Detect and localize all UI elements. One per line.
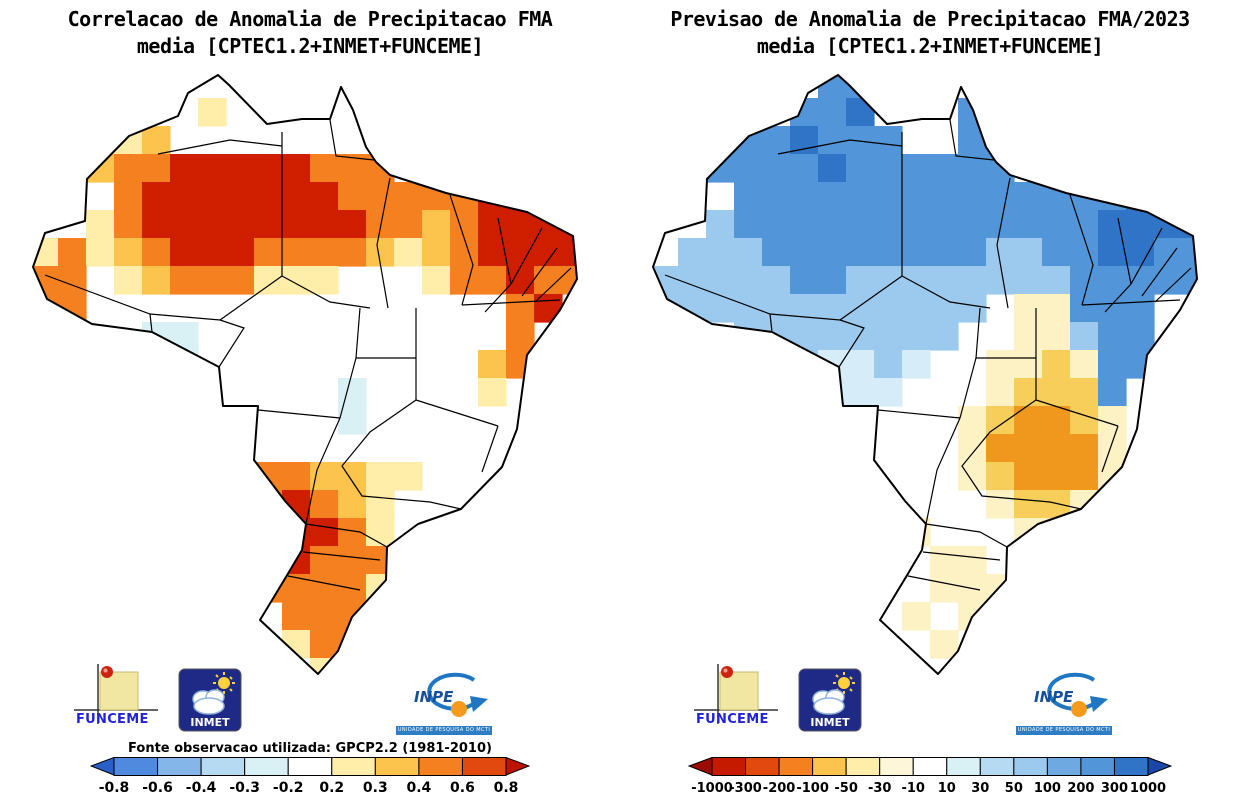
inpe-label: INPE xyxy=(414,688,454,706)
svg-text:-300: -300 xyxy=(729,781,762,796)
inpe-banner-text: UNIDADE DE PESQUISA DO MCTI xyxy=(1016,726,1112,735)
title-line2: media [CPTEC1.2+INMET+FUNCEME] xyxy=(756,34,1104,58)
state-borders xyxy=(44,119,572,591)
colorbar-tick-labels: -0.8 -0.6 -0.4 -0.3 -0.2 0.2 0.3 0.4 0.6 0.8 xyxy=(99,780,519,796)
inmet-label: INMET xyxy=(190,716,230,729)
svg-text:0.6: 0.6 xyxy=(450,780,475,796)
svg-text:-30: -30 xyxy=(868,781,892,796)
colorbar-tick-labels: -1000-300 -200 -100 -50 -30 -10 10 30 50 100 200 30… xyxy=(691,781,1166,796)
svg-text:-1000: -1000 xyxy=(691,781,733,796)
title-line1: Correlacao de Anomalia de Precipitacao F… xyxy=(67,7,553,31)
state-borders xyxy=(664,119,1192,591)
svg-text:0.8: 0.8 xyxy=(494,780,519,796)
inpe-banner-text: UNIDADE DE PESQUISA DO MCTI xyxy=(396,726,492,735)
svg-text:-0.8: -0.8 xyxy=(99,780,130,796)
orbit-arrowhead-icon xyxy=(1090,696,1108,712)
svg-text:0.2: 0.2 xyxy=(319,780,344,796)
panel-title: Correlacao de Anomalia de Precipitacao F… xyxy=(0,6,620,60)
panel-correlation: Correlacao de Anomalia de Precipitacao F… xyxy=(0,6,620,796)
inmet-logo: INMET xyxy=(178,668,242,732)
panel-forecast: Previsao de Anomalia de Precipitacao FMA… xyxy=(620,0,1240,802)
svg-text:-50: -50 xyxy=(834,781,858,796)
funceme-logo: FUNCEME xyxy=(74,664,158,744)
svg-text:50: 50 xyxy=(1005,781,1023,796)
svg-text:-0.6: -0.6 xyxy=(142,780,173,796)
inpe-label: INPE xyxy=(1034,688,1074,706)
svg-text:-100: -100 xyxy=(796,781,829,796)
brazil-forecast-map xyxy=(652,74,1198,675)
svg-text:1000: 1000 xyxy=(1130,781,1166,796)
funceme-logo: FUNCEME xyxy=(694,664,778,744)
funceme-crosshair-icon xyxy=(74,664,158,724)
svg-text:100: 100 xyxy=(1034,781,1061,796)
svg-text:-0.3: -0.3 xyxy=(229,780,260,796)
inmet-label: INMET xyxy=(810,716,850,729)
funceme-label: FUNCEME xyxy=(76,712,149,727)
svg-text:-0.2: -0.2 xyxy=(273,780,304,796)
sun-icon xyxy=(213,672,235,694)
colorbar-segments xyxy=(90,757,530,776)
orange-sphere-icon xyxy=(1071,701,1087,717)
svg-text:-200: -200 xyxy=(763,781,796,796)
svg-text:-10: -10 xyxy=(901,781,925,796)
colorbar-segments xyxy=(688,757,1172,776)
svg-text:200: 200 xyxy=(1067,781,1094,796)
sun-icon xyxy=(833,672,855,694)
panel-title: Previsao de Anomalia de Precipitacao FMA… xyxy=(620,6,1240,60)
svg-text:30: 30 xyxy=(971,781,989,796)
grid-cells xyxy=(33,98,577,674)
correlation-colorbar: -0.8 -0.6 -0.4 -0.3 -0.2 0.2 0.3 0.4 0.6 0.8 xyxy=(90,757,530,796)
forecast-colorbar: -1000-300 -200 -100 -50 -30 -10 10 30 50 100 200 30… xyxy=(688,757,1172,796)
title-line1: Previsao de Anomalia de Precipitacao FMA… xyxy=(670,7,1190,31)
inpe-logo: INPE UNIDADE DE PESQUISA DO MCTI xyxy=(1016,672,1112,735)
title-line2: media [CPTEC1.2+INMET+FUNCEME] xyxy=(136,34,484,58)
svg-text:0.3: 0.3 xyxy=(363,780,388,796)
svg-text:300: 300 xyxy=(1101,781,1128,796)
cloud-icon xyxy=(812,689,845,715)
country-outline xyxy=(32,74,578,675)
brazil-correlation-map xyxy=(32,74,578,675)
svg-text:10: 10 xyxy=(938,781,956,796)
orange-sphere-icon xyxy=(451,701,467,717)
svg-text:0.4: 0.4 xyxy=(406,780,431,796)
grid-cells xyxy=(653,75,1197,659)
funceme-crosshair-icon xyxy=(694,664,778,724)
funceme-label: FUNCEME xyxy=(696,712,769,727)
country-outline xyxy=(652,74,1198,675)
orbit-arrowhead-icon xyxy=(470,696,488,712)
svg-text:-0.4: -0.4 xyxy=(186,780,217,796)
inpe-logo: INPE UNIDADE DE PESQUISA DO MCTI xyxy=(396,672,492,735)
source-note: Fonte observacao utilizada: GPCP2.2 (198… xyxy=(128,741,492,756)
inmet-logo: INMET xyxy=(798,668,862,732)
cloud-icon xyxy=(192,689,225,715)
